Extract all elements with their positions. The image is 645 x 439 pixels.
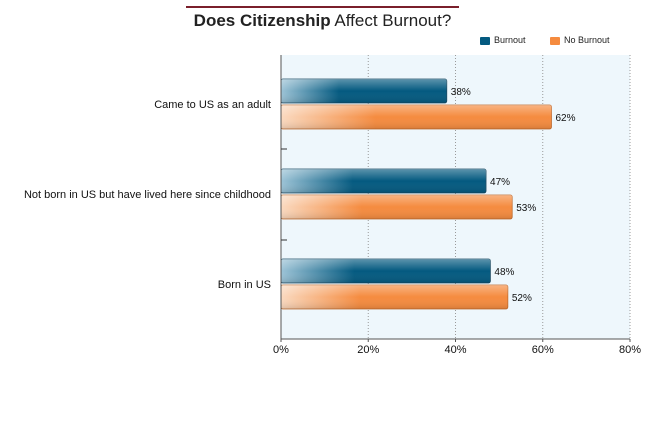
x-tick-label-0: 0% bbox=[273, 344, 289, 356]
title-rule bbox=[186, 6, 459, 8]
x-tick-label-20: 20% bbox=[357, 344, 379, 356]
labels: 38% 62% Came to US as an adult 47% 53% Not bo… bbox=[24, 87, 641, 356]
data-label-no-burnout-2: 52% bbox=[512, 293, 532, 304]
data-label-burnout-1: 47% bbox=[490, 177, 510, 188]
x-tick-label-80: 80% bbox=[619, 344, 641, 356]
bar-gloss-0-1 bbox=[281, 169, 487, 193]
category-label-1: Not born in US but have lived here since… bbox=[24, 189, 271, 201]
bars bbox=[280, 78, 552, 310]
category-label-0: Came to US as an adult bbox=[154, 99, 271, 111]
bar-gloss-1-1 bbox=[281, 195, 513, 219]
data-label-burnout-0: 38% bbox=[451, 87, 471, 98]
bar-gloss-0-2 bbox=[281, 259, 491, 283]
bar-gloss-1-2 bbox=[281, 285, 508, 309]
legend-item-burnout: Burnout bbox=[480, 35, 526, 45]
legend-item-no-burnout: No Burnout bbox=[550, 35, 610, 45]
chart-title: Does Citizenship Affect Burnout? bbox=[186, 11, 459, 31]
legend-swatch-burnout bbox=[480, 36, 490, 45]
category-label-2: Born in US bbox=[218, 279, 271, 291]
bar-gloss-0-0 bbox=[281, 79, 447, 103]
x-tick-label-40: 40% bbox=[444, 344, 466, 356]
chart-title-bold: Does Citizenship bbox=[193, 11, 331, 30]
axes bbox=[280, 55, 631, 342]
legend-label-no-burnout: No Burnout bbox=[564, 35, 610, 45]
bar-gloss-1-0 bbox=[281, 105, 552, 129]
data-label-no-burnout-1: 53% bbox=[516, 203, 536, 214]
chart-title-rest: Affect Burnout? bbox=[330, 11, 452, 30]
data-label-no-burnout-0: 62% bbox=[555, 113, 575, 124]
legend-label-burnout: Burnout bbox=[494, 35, 526, 45]
x-tick-label-60: 60% bbox=[532, 344, 554, 356]
data-label-burnout-2: 48% bbox=[494, 267, 514, 278]
legend-swatch-no-burnout bbox=[550, 36, 560, 45]
